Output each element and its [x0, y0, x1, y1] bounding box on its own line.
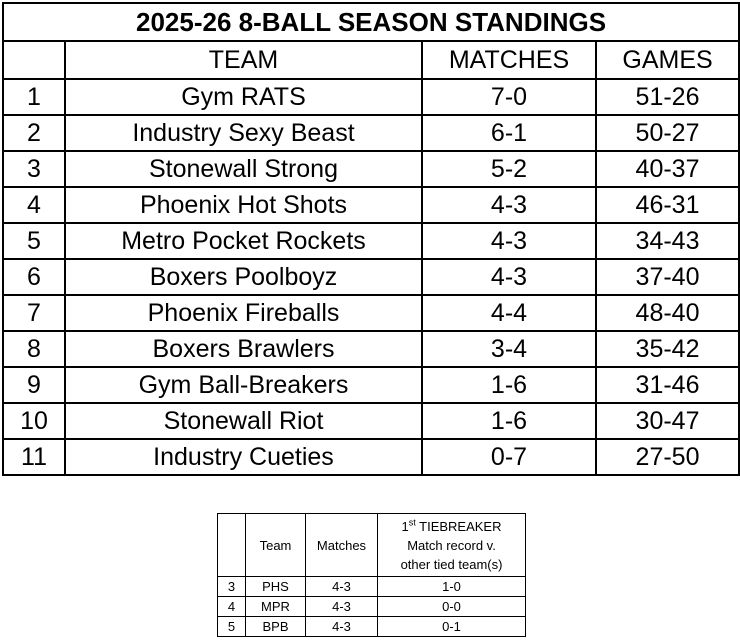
rank-cell: 3: [217, 576, 246, 597]
team-cell: BPB: [245, 616, 306, 637]
table-row: 4 MPR 4-3 0-0: [217, 596, 526, 617]
games-cell: 51-26: [594, 78, 740, 116]
games-cell: 48-40: [594, 294, 740, 332]
team-cell: PHS: [245, 576, 306, 597]
table-row: 4 Phoenix Hot Shots 4-3 46-31: [2, 186, 740, 224]
record-cell: 1-0: [377, 576, 526, 597]
matches-header-cell: MATCHES: [421, 40, 597, 80]
team-cell: Industry Cueties: [64, 438, 423, 476]
rank-cell: 9: [2, 366, 66, 404]
tiebreaker-table: Team Matches 1st TIEBREAKER Match record…: [217, 513, 526, 637]
matches-cell: 4-3: [305, 616, 378, 637]
matches-cell: 7-0: [421, 78, 597, 116]
rank-cell: 11: [2, 438, 66, 476]
team-cell: Phoenix Hot Shots: [64, 186, 423, 224]
table-row: 6 Boxers Poolboyz 4-3 37-40: [2, 258, 740, 296]
games-cell: 40-37: [594, 150, 740, 188]
games-header-cell: GAMES: [594, 40, 740, 80]
rank-cell: 5: [2, 222, 66, 260]
games-cell: 50-27: [594, 114, 740, 152]
tiebreaker-rule-line3: other tied team(s): [400, 556, 503, 572]
games-cell: 46-31: [594, 186, 740, 224]
rank-cell: 8: [2, 330, 66, 368]
team-cell: Gym RATS: [64, 78, 423, 116]
ordinal-superscript: st: [408, 517, 416, 528]
table-row: 7 Phoenix Fireballs 4-4 48-40: [2, 294, 740, 332]
team-cell: Gym Ball-Breakers: [64, 366, 423, 404]
matches-cell: 4-3: [421, 186, 597, 224]
rank-header-cell: [2, 40, 66, 80]
tiebreaker-matches-header-cell: Matches: [305, 513, 378, 577]
record-cell: 0-1: [377, 616, 526, 637]
table-row: 11 Industry Cueties 0-7 27-50: [2, 438, 740, 476]
tiebreaker-team-header-cell: Team: [245, 513, 306, 577]
standings-table: 2025-26 8-BALL SEASON STANDINGS TEAM MAT…: [1, 2, 740, 476]
table-row: 2 Industry Sexy Beast 6-1 50-27: [2, 114, 740, 152]
team-cell: MPR: [245, 596, 306, 617]
table-row: 10 Stonewall Riot 1-6 30-47: [2, 402, 740, 440]
rank-cell: 3: [2, 150, 66, 188]
title-row: 2025-26 8-BALL SEASON STANDINGS: [1, 2, 740, 42]
tiebreaker-rule-line2: Match record v.: [407, 537, 496, 553]
table-row: 3 PHS 4-3 1-0: [217, 576, 526, 597]
table-row: 1 Gym RATS 7-0 51-26: [2, 78, 740, 116]
tiebreaker-header-row: Team Matches 1st TIEBREAKER Match record…: [217, 513, 526, 577]
rank-cell: 7: [2, 294, 66, 332]
tiebreaker-rule-header-cell: 1st TIEBREAKER Match record v. other tie…: [377, 513, 526, 577]
team-cell: Industry Sexy Beast: [64, 114, 423, 152]
table-row: 5 Metro Pocket Rockets 4-3 34-43: [2, 222, 740, 260]
matches-cell: 5-2: [421, 150, 597, 188]
page-title: 2025-26 8-BALL SEASON STANDINGS: [1, 2, 740, 42]
record-cell: 0-0: [377, 596, 526, 617]
rank-cell: 1: [2, 78, 66, 116]
team-cell: Phoenix Fireballs: [64, 294, 423, 332]
team-cell: Stonewall Strong: [64, 150, 423, 188]
rank-cell: 4: [2, 186, 66, 224]
tiebreaker-rule-line1: 1st TIEBREAKER: [401, 517, 502, 534]
table-row: 9 Gym Ball-Breakers 1-6 31-46: [2, 366, 740, 404]
games-cell: 30-47: [594, 402, 740, 440]
games-cell: 27-50: [594, 438, 740, 476]
matches-cell: 0-7: [421, 438, 597, 476]
matches-cell: 4-3: [305, 576, 378, 597]
games-cell: 31-46: [594, 366, 740, 404]
table-row: 8 Boxers Brawlers 3-4 35-42: [2, 330, 740, 368]
matches-cell: 4-3: [421, 222, 597, 260]
tiebreaker-rank-header-cell: [217, 513, 246, 577]
team-cell: Stonewall Riot: [64, 402, 423, 440]
matches-cell: 4-3: [421, 258, 597, 296]
rank-cell: 10: [2, 402, 66, 440]
matches-cell: 3-4: [421, 330, 597, 368]
header-row: TEAM MATCHES GAMES: [2, 40, 740, 80]
table-row: 3 Stonewall Strong 5-2 40-37: [2, 150, 740, 188]
rank-cell: 5: [217, 616, 246, 637]
rank-cell: 2: [2, 114, 66, 152]
games-cell: 34-43: [594, 222, 740, 260]
team-cell: Boxers Brawlers: [64, 330, 423, 368]
rank-cell: 6: [2, 258, 66, 296]
rank-cell: 4: [217, 596, 246, 617]
team-cell: Boxers Poolboyz: [64, 258, 423, 296]
matches-cell: 6-1: [421, 114, 597, 152]
matches-cell: 1-6: [421, 366, 597, 404]
matches-cell: 1-6: [421, 402, 597, 440]
matches-cell: 4-4: [421, 294, 597, 332]
games-cell: 35-42: [594, 330, 740, 368]
team-cell: Metro Pocket Rockets: [64, 222, 423, 260]
table-row: 5 BPB 4-3 0-1: [217, 616, 526, 637]
matches-cell: 4-3: [305, 596, 378, 617]
games-cell: 37-40: [594, 258, 740, 296]
team-header-cell: TEAM: [64, 40, 423, 80]
